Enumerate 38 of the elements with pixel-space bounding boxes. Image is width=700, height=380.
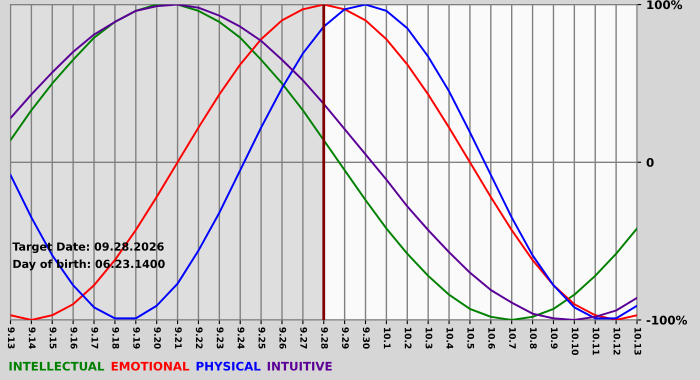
x-tick-label: 9.18 [112,327,120,349]
y-tick-label: 0 [646,158,654,167]
x-tick-label: 9.13 [8,327,15,348]
x-tick-label: 10.8 [530,328,537,349]
text: PHYSICAL [196,362,260,371]
x-tick-label: 10.2 [404,328,412,348]
x-tick-label: 9.26 [279,327,286,349]
x-tick-label: 10.3 [426,328,432,348]
x-tick-label: 9.15 [50,327,56,349]
x-tick-label: 10.11 [592,328,600,355]
x-tick-label: 10.7 [509,328,516,348]
x-tick-label: 9.21 [174,327,182,349]
x-tick-label: 9.27 [300,327,308,348]
x-tick-label: 10.1 [384,328,391,349]
x-tick-label: 9.24 [238,327,244,349]
x-tick-label: 9.30 [362,327,370,349]
x-tick-label: 10.4 [446,328,454,349]
text: INTELLECTUAL [9,362,104,371]
x-tick-label: 9.14 [28,327,36,349]
x-tick-label: 10.9 [550,328,558,349]
x-tick-label: 9.17 [91,327,98,348]
x-tick-label: 9.23 [216,327,224,348]
text: EMOTIONAL [112,362,190,371]
x-tick-label: 9.28 [321,327,328,349]
x-tick-label: 9.20 [154,327,161,349]
x-tick-label: 9.25 [258,327,266,349]
x-tick-label: 10.6 [488,328,496,349]
x-tick-label: 10.10 [572,328,579,356]
x-tick-label: 10.13 [634,328,642,355]
x-tick-label: 10.12 [613,328,620,355]
x-tick-label: 9.16 [70,327,78,349]
x-tick-label: 10.5 [467,328,474,349]
y-tick-label: -100% [646,316,688,325]
x-tick-label: 9.19 [133,327,140,349]
text: INTUITIVE [268,362,332,371]
y-tick-label: 100% [647,0,682,10]
x-tick-label: 9.22 [196,327,203,348]
x-tick-label: 9.29 [342,327,349,349]
